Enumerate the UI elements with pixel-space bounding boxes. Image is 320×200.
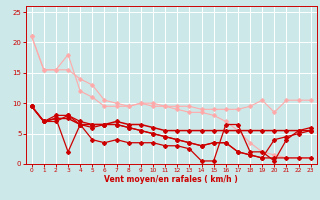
X-axis label: Vent moyen/en rafales ( km/h ): Vent moyen/en rafales ( km/h ) <box>104 175 238 184</box>
